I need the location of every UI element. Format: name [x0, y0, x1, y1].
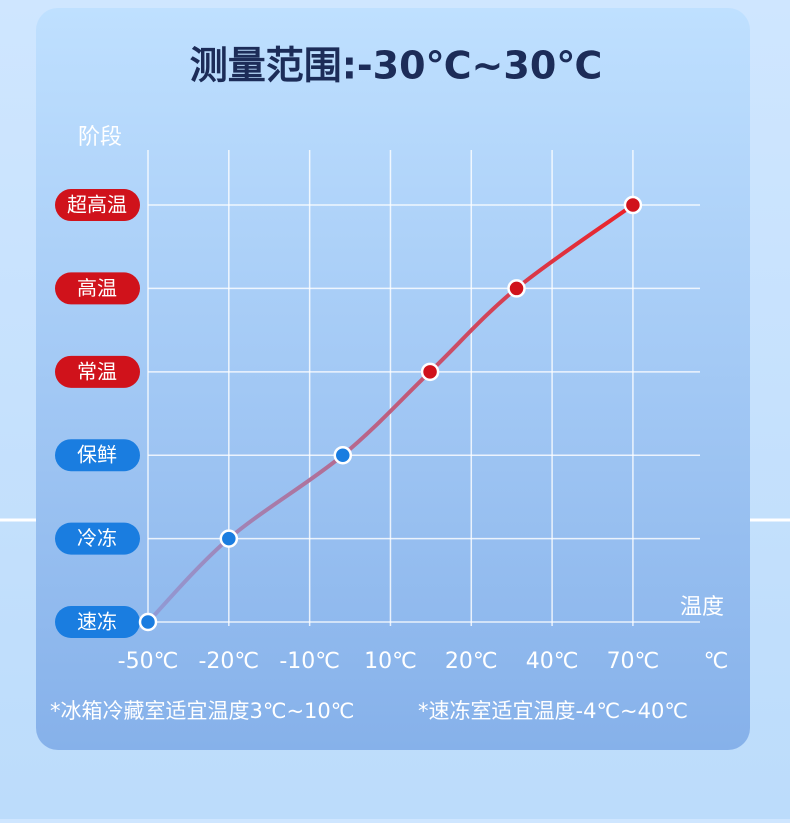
y-tick-label: 超高温 — [67, 193, 127, 217]
point — [623, 195, 643, 215]
stage-pill — [55, 439, 140, 472]
point — [138, 612, 158, 632]
point — [507, 279, 526, 298]
x-tick-label: -50℃ — [118, 649, 179, 674]
point — [333, 445, 353, 465]
y-axis-label: 阶段 — [78, 125, 122, 150]
stage-pill — [55, 272, 140, 305]
x-tick-label: 20℃ — [445, 649, 498, 674]
point — [420, 362, 440, 382]
y-tick-label: 保鲜 — [77, 443, 117, 467]
curve — [146, 203, 635, 624]
x-tick-label: 40℃ — [526, 649, 579, 674]
stage-pill — [55, 522, 140, 555]
note: *冰箱冷藏室适宜温度3℃~10℃ — [50, 699, 354, 723]
x-tick-label: 10℃ — [364, 649, 417, 674]
x-axis-label: 温度 — [680, 595, 724, 620]
x-tick-label: -10℃ — [279, 649, 340, 674]
chart-title: 测量范围:-30℃~30℃ — [190, 44, 603, 88]
plot: -50℃ -20℃ -10℃ 10℃ 20℃ 40℃ 70℃ 速冻 冷冻 保鲜 常温 高温 超高温 — [55, 150, 700, 674]
stage-pill — [55, 355, 140, 388]
stage-pill — [55, 606, 140, 638]
y-tick-label: 速冻 — [77, 610, 117, 634]
stage-pill — [55, 189, 140, 222]
x-tick-label: -20℃ — [198, 649, 259, 674]
y-tick-label: 常温 — [77, 359, 117, 383]
x-unit: ℃ — [704, 649, 729, 674]
card — [36, 8, 750, 750]
note: *速冻室适宜温度-4℃~40℃ — [418, 699, 688, 723]
y-tick-label: 冷冻 — [77, 526, 117, 550]
point — [219, 529, 239, 548]
x-tick-label: 70℃ — [607, 649, 660, 674]
y-tick-label: 高温 — [77, 276, 117, 300]
